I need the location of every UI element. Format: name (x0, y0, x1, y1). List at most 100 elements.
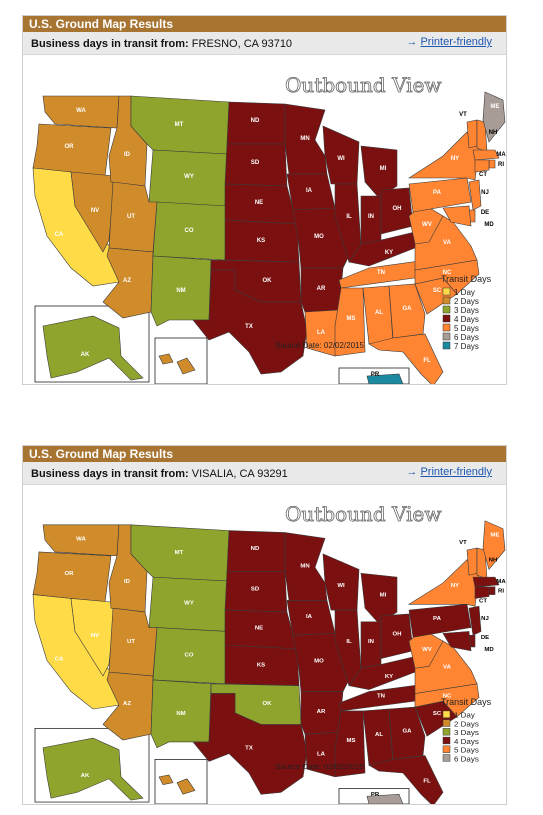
state-label-wa: WA (76, 108, 86, 114)
state-fl[interactable] (368, 333, 444, 384)
state-in[interactable] (360, 195, 382, 245)
state-label-wy: WY (184, 600, 194, 606)
state-label-or: OR (65, 144, 75, 150)
state-label-ri: RI (498, 162, 504, 168)
state-nj[interactable] (468, 605, 482, 636)
state-label-nc: NC (443, 693, 452, 699)
state-ri[interactable] (488, 159, 496, 169)
state-wi[interactable] (322, 125, 360, 185)
state-label-vt: VT (459, 112, 467, 118)
state-wa[interactable] (42, 524, 120, 557)
state-label-me: ME (491, 532, 500, 538)
state-me[interactable] (482, 520, 506, 571)
state-label-id: ID (124, 152, 131, 158)
legend-swatch (442, 287, 451, 296)
state-label-wv: WV (422, 647, 432, 653)
state-label-oh: OH (393, 206, 402, 212)
printer-friendly-link[interactable]: → Printer-friendly (406, 466, 492, 478)
state-me[interactable] (482, 91, 506, 143)
state-ma[interactable] (472, 149, 500, 161)
state-label-oh: OH (393, 631, 402, 637)
state-label-ak: AK (81, 352, 90, 358)
transit-map: WA OR CA NV ID MT WY UT AZ CO NM ND SD NE KS OK TX MN IA MO… (23, 56, 506, 384)
state-label-ca: CA (55, 657, 64, 663)
state-label-vt: VT (459, 540, 467, 546)
state-mn[interactable] (284, 532, 328, 601)
state-hi[interactable] (158, 774, 196, 795)
state-hi[interactable] (158, 353, 196, 375)
state-label-id: ID (124, 579, 130, 585)
state-ma[interactable] (472, 576, 500, 588)
state-pa[interactable] (408, 603, 472, 638)
state-label-al: AL (375, 310, 383, 316)
state-label-tx: TX (245, 746, 253, 752)
state-or[interactable] (32, 123, 112, 177)
state-label-md: MD (484, 222, 494, 228)
state-label-mn: MN (300, 564, 309, 570)
state-ms[interactable] (334, 710, 366, 778)
state-md[interactable] (442, 631, 472, 652)
state-label-in: IN (368, 639, 374, 645)
state-label-pr: PR (371, 372, 380, 378)
source-date: Source Date: 02/02/2015 (275, 762, 364, 771)
state-label-mt: MT (175, 122, 184, 128)
legend-swatch (442, 728, 451, 736)
state-ak[interactable] (42, 315, 144, 381)
legend-label: 1 Day (454, 711, 475, 720)
state-label-ny: NY (451, 583, 459, 589)
outbound-view-title: Outbound View (285, 503, 442, 526)
state-tx[interactable] (192, 693, 308, 795)
state-label-ia: IA (306, 614, 313, 620)
state-label-va: VA (443, 240, 452, 246)
origin-text: FRESNO, CA 93710 (191, 38, 293, 50)
state-label-or: OR (65, 571, 75, 577)
state-wa[interactable] (42, 95, 120, 129)
legend-label: 1 Day (454, 288, 475, 297)
state-label-sc: SC (433, 711, 442, 717)
legend-label: 3 Days (454, 306, 479, 315)
state-label-nj: NJ (481, 190, 489, 196)
legend-swatch (442, 296, 451, 305)
state-ct[interactable] (474, 586, 490, 599)
state-pr[interactable] (366, 794, 404, 804)
legend-label: 5 Days (454, 324, 479, 333)
state-tx[interactable] (192, 269, 308, 375)
state-label-fl: FL (423, 358, 431, 364)
legend-swatch (442, 710, 451, 718)
state-nj[interactable] (468, 179, 482, 211)
printer-friendly-link[interactable]: → Printer-friendly (406, 36, 492, 48)
state-label-sd: SD (251, 160, 260, 166)
state-ak[interactable] (42, 737, 144, 801)
state-label-la: LA (317, 752, 326, 758)
state-ct[interactable] (474, 159, 490, 173)
panel-header: U.S. Ground Map Results (23, 446, 506, 462)
state-label-al: AL (375, 732, 383, 738)
legend-swatch (442, 314, 451, 323)
state-ms[interactable] (334, 287, 366, 357)
state-nv[interactable] (70, 171, 116, 253)
state-mn[interactable] (284, 103, 328, 175)
state-vt[interactable] (466, 119, 478, 149)
state-label-va: VA (443, 664, 452, 670)
state-pr[interactable] (366, 373, 404, 384)
state-pa[interactable] (408, 177, 472, 213)
results-panel-visalia: U.S. Ground Map Results Business days in… (22, 445, 507, 805)
state-label-ks: KS (257, 238, 265, 244)
legend-swatch (442, 332, 451, 341)
state-ga[interactable] (388, 706, 426, 760)
state-nv[interactable] (70, 598, 116, 677)
state-fl[interactable] (368, 755, 444, 804)
state-label-ky: KY (385, 674, 393, 680)
state-label-ga: GA (403, 306, 413, 312)
state-label-mn: MN (300, 136, 309, 142)
state-ga[interactable] (388, 283, 426, 339)
state-vt[interactable] (466, 547, 478, 576)
arrow-icon: → (406, 36, 418, 48)
state-label-ks: KS (257, 662, 265, 668)
state-label-hi: HI (166, 370, 172, 376)
state-md[interactable] (442, 205, 472, 227)
state-ri[interactable] (488, 586, 496, 595)
legend-label: 5 Days (454, 746, 479, 755)
state-label-co: CO (185, 228, 194, 234)
state-label-ar: AR (317, 286, 326, 292)
